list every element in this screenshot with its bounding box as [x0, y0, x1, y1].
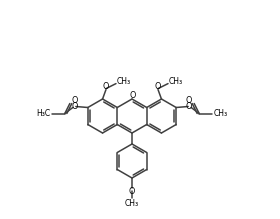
Text: CH₃: CH₃ — [125, 200, 139, 208]
Text: O: O — [130, 90, 136, 99]
Text: O: O — [129, 187, 135, 196]
Text: O: O — [103, 82, 109, 91]
Text: O: O — [186, 102, 192, 111]
Text: H₃C: H₃C — [36, 109, 50, 118]
Text: O: O — [72, 96, 78, 105]
Text: CH₃: CH₃ — [214, 109, 228, 118]
Text: O: O — [155, 82, 161, 91]
Text: O: O — [186, 96, 192, 105]
Text: O: O — [72, 102, 78, 111]
Text: CH₃: CH₃ — [117, 77, 131, 86]
Text: CH₃: CH₃ — [169, 77, 183, 86]
